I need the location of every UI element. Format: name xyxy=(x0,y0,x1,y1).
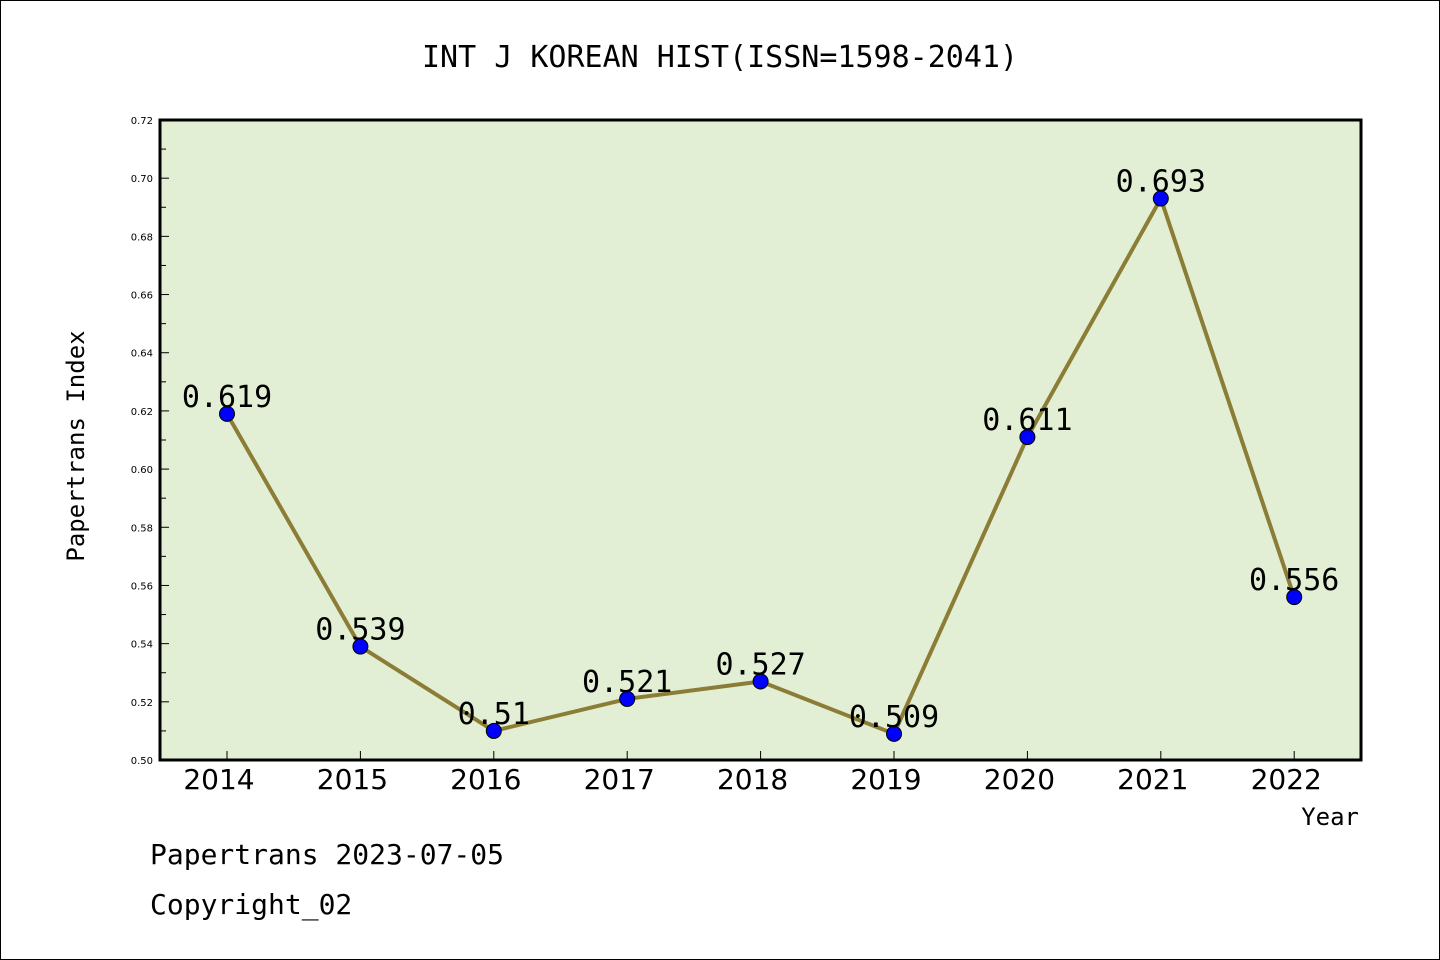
data-label: 0.509 xyxy=(849,700,939,735)
data-label: 0.51 xyxy=(458,697,530,732)
footer-date: Papertrans 2023-07-05 xyxy=(150,838,504,871)
data-point xyxy=(1152,190,1169,207)
y-axis-title: Papertrans Index xyxy=(62,330,90,561)
data-point xyxy=(1286,589,1303,606)
data-labels: 0.619 0.539 0.51 0.521 0.527 0.509 0.611 0.693 0… xyxy=(182,165,1340,735)
x-tick-label: 2019 xyxy=(850,763,921,796)
data-point xyxy=(752,673,769,690)
x-tick-label: 2014 xyxy=(183,763,254,796)
data-point xyxy=(219,405,235,422)
x-tick-label: 2018 xyxy=(717,763,788,796)
x-tick-label: 2021 xyxy=(1117,763,1188,796)
data-point xyxy=(485,722,502,739)
data-label: 0.619 xyxy=(182,380,272,415)
footer-copyright: Copyright_02 xyxy=(150,888,352,922)
x-tick-label: 2020 xyxy=(984,763,1055,796)
y-tick-label: 0.52 xyxy=(131,698,153,709)
data-point xyxy=(352,638,369,655)
chart-title: INT J KOREAN HIST(ISSN=1598-2041) xyxy=(422,40,1018,75)
data-label: 0.539 xyxy=(315,613,405,648)
y-tick-label: 0.64 xyxy=(131,349,153,360)
data-point xyxy=(1019,429,1036,446)
y-tick-label: 0.60 xyxy=(131,465,153,476)
y-tick-label: 0.68 xyxy=(131,232,153,243)
data-point xyxy=(619,690,636,707)
x-tick-label: 2022 xyxy=(1251,763,1322,796)
y-axis: 0.50 0.52 0.54 0.56 0.58 0.60 0.62 0.64 0.66 0.68… xyxy=(131,116,169,767)
y-tick-label: 0.54 xyxy=(131,640,153,651)
x-tick-label: 2015 xyxy=(317,763,388,796)
y-tick-label: 0.50 xyxy=(131,756,153,767)
y-tick-label: 0.58 xyxy=(131,523,153,534)
y-tick-label: 0.66 xyxy=(131,291,153,302)
y-tick-label: 0.72 xyxy=(131,116,153,127)
y-tick-label: 0.70 xyxy=(131,174,153,185)
data-label: 0.527 xyxy=(715,647,805,682)
y-tick-label: 0.62 xyxy=(131,407,153,418)
data-label: 0.693 xyxy=(1116,165,1206,200)
x-tick-label: 2017 xyxy=(584,763,655,796)
data-point xyxy=(886,725,902,742)
series-points xyxy=(219,190,1303,742)
y-tick-label: 0.56 xyxy=(131,581,153,592)
data-label: 0.611 xyxy=(982,403,1072,438)
x-tick-label: 2016 xyxy=(450,763,521,796)
x-axis: 2014 2015 2016 2017 2018 2019 2020 2021 2022 xyxy=(183,751,1322,796)
x-axis-title: Year xyxy=(1301,803,1359,831)
data-label: 0.556 xyxy=(1249,563,1339,598)
data-label: 0.521 xyxy=(582,665,672,700)
